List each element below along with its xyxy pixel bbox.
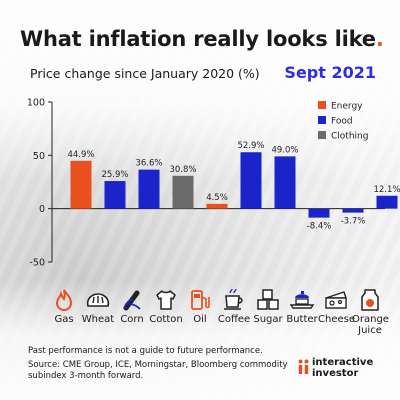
data-label: 25.9% (101, 170, 128, 180)
corn-icon (123, 290, 141, 311)
commodity-icon-row: Gas Wheat Corn Cotton (46, 288, 389, 348)
sugar-cubes-icon (257, 289, 279, 310)
icon-label: Cotton (149, 314, 183, 325)
icon-item-coffee: Coffee (216, 288, 252, 325)
bar-cheese (342, 208, 364, 213)
data-label: -3.7% (341, 217, 366, 227)
tshirt-icon (156, 290, 176, 310)
data-label: 30.8% (169, 165, 196, 175)
bread-icon (86, 293, 110, 307)
icon-item-corn: Corn (114, 288, 150, 325)
legend-label: Clothing (331, 132, 368, 142)
data-label: 36.6% (135, 159, 162, 169)
page-title: What inflation really looks like. (20, 27, 384, 51)
bar-butter (308, 208, 330, 218)
data-label: 4.5% (206, 193, 228, 203)
juice-carton-icon (361, 289, 379, 311)
y-tick-label: 50 (33, 151, 45, 162)
bar-corn (138, 169, 160, 209)
icon-item-orange-juice: Orange Juice (352, 288, 389, 336)
icon-label: Wheat (81, 314, 115, 325)
bar-oil (206, 203, 228, 209)
y-tick-label: 0 (39, 204, 45, 215)
y-tick-label: 100 (27, 98, 45, 109)
icon-item-wheat: Wheat (80, 288, 116, 325)
legend-swatch-food (318, 116, 326, 124)
cheese-icon (325, 291, 347, 309)
icon-label: Butter (286, 314, 318, 325)
disclaimer-text: Past performance is not a guide to futur… (28, 346, 263, 356)
bar-cotton (172, 175, 194, 209)
fuel-pump-icon (191, 290, 210, 310)
icon-label: Gas (54, 314, 74, 325)
data-label: 44.9% (67, 150, 94, 160)
legend-swatch-energy (318, 101, 326, 109)
icon-label: Corn (120, 314, 144, 325)
coffee-cup-icon (224, 288, 243, 310)
y-tick-label: -50 (29, 258, 45, 269)
legend-label: Energy (331, 102, 363, 112)
data-label: -8.4% (307, 222, 332, 232)
icon-label: Sugar (253, 314, 283, 325)
legend-swatch-clothing (318, 131, 326, 139)
bar-orange-juice (376, 195, 398, 209)
bar-wheat (104, 181, 126, 209)
chart-subtitle: Price change since January 2020 (%) (30, 66, 260, 81)
data-label: 52.9% (237, 141, 264, 151)
source-text: Source: CME Group, ICE, Morningstar, Blo… (28, 360, 288, 381)
icon-item-butter: Butter (284, 288, 320, 325)
footnote: Past performance is not a guide to futur… (28, 346, 298, 382)
icon-label: Oil (193, 314, 207, 325)
bar-sugar (274, 156, 296, 209)
flame-icon (55, 289, 73, 311)
icon-label: Coffee (217, 314, 251, 325)
icon-item-oil: Oil (182, 288, 218, 325)
legend-label: Food (331, 117, 353, 127)
date-label: Sept 2021 (284, 63, 376, 82)
icon-item-sugar: Sugar (250, 288, 286, 325)
icon-item-cotton: Cotton (148, 288, 184, 325)
interactive-investor-logo-icon (298, 359, 309, 374)
icon-item-gas: Gas (46, 288, 82, 325)
icon-item-cheese: Cheese (318, 288, 355, 325)
bar-coffee (240, 152, 262, 209)
icon-label: Orange Juice (352, 314, 389, 336)
brand-name: interactive investor (312, 357, 374, 379)
data-label: 49.0% (271, 145, 298, 155)
icon-label: Cheese (318, 314, 355, 325)
data-label: 12.1% (373, 185, 400, 195)
bar-gas (70, 160, 92, 209)
butter-dish-icon (289, 291, 315, 309)
